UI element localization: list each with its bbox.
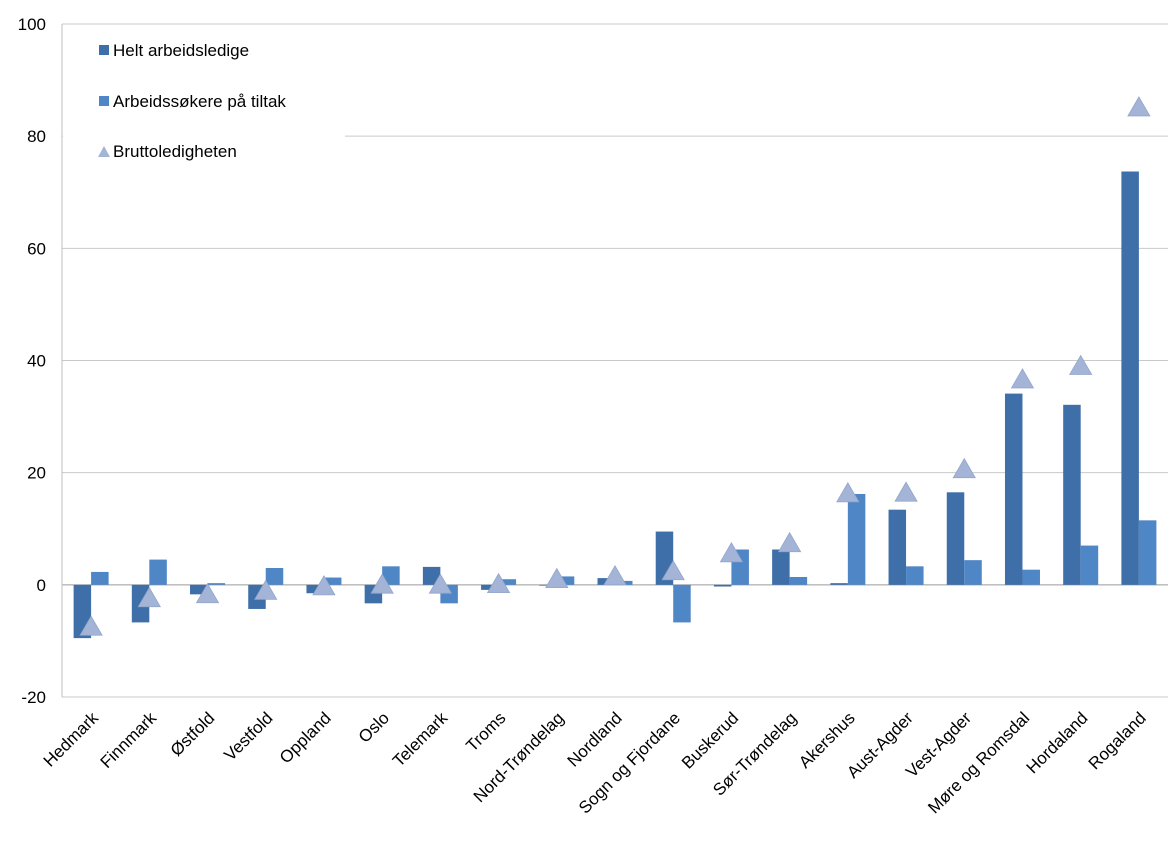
bar-arbeidssokere-pa-tiltak	[91, 571, 109, 585]
legend-background	[63, 25, 345, 185]
marker-bruttoledigheten	[719, 542, 744, 563]
legend-swatch	[99, 96, 109, 106]
legend-label: Helt arbeidsledige	[113, 41, 249, 60]
marker-bruttoledigheten	[545, 567, 569, 589]
legend: Helt arbeidsledige Arbeidssøkere på tilta…	[63, 25, 345, 185]
bar-arbeidssokere-pa-tiltak	[1080, 545, 1099, 585]
x-category-label: Møre og Romsdal	[924, 708, 1033, 817]
x-category-label: Sogn og Fjordane	[575, 708, 684, 817]
legend-label: Arbeidssøkere på tiltak	[113, 92, 286, 111]
bar-helt-arbeidsledige	[772, 549, 790, 585]
marker-bruttoledigheten	[428, 573, 453, 594]
bar-helt-arbeidsledige	[1121, 171, 1139, 585]
bar-arbeidssokere-pa-tiltak	[847, 493, 866, 585]
marker-bruttoledigheten	[1010, 368, 1035, 389]
x-category-label: Telemark	[389, 708, 452, 771]
legend-marker	[98, 146, 110, 157]
bar-arbeidssokere-pa-tiltak	[1138, 520, 1157, 585]
bars	[73, 171, 1157, 639]
x-category-label: Troms	[462, 708, 509, 755]
marker-bruttoledigheten	[836, 481, 860, 503]
bar-helt-arbeidsledige	[422, 566, 441, 585]
marker-bruttoledigheten	[195, 582, 220, 604]
bar-arbeidssokere-pa-tiltak	[964, 560, 982, 585]
legend-label: Bruttoledigheten	[113, 142, 237, 161]
marker-bruttoledigheten	[1068, 354, 1093, 375]
x-category-label: Oppland	[276, 708, 335, 767]
x-category-label: Finnmark	[97, 708, 161, 772]
bar-arbeidssokere-pa-tiltak	[149, 559, 167, 585]
marker-bruttoledigheten	[894, 481, 918, 502]
bar-arbeidssokere-pa-tiltak	[382, 566, 400, 585]
marker-bruttoledigheten	[952, 457, 976, 479]
bar-arbeidssokere-pa-tiltak	[498, 579, 517, 585]
bar-helt-arbeidsledige	[713, 584, 732, 587]
legend-swatch	[99, 45, 109, 55]
marker-bruttoledigheten	[486, 572, 511, 594]
bar-helt-arbeidsledige	[830, 583, 848, 585]
y-tick-label: 40	[27, 352, 46, 371]
marker-bruttoledigheten	[603, 565, 627, 586]
marker-bruttoledigheten	[137, 586, 162, 608]
y-tick-label: 0	[37, 576, 46, 595]
bar-helt-arbeidsledige	[1004, 393, 1023, 585]
marker-bruttoledigheten	[661, 559, 685, 581]
bar-helt-arbeidsledige	[481, 584, 499, 590]
x-category-label: Hedmark	[40, 708, 103, 771]
x-category-label: Østfold	[167, 708, 219, 760]
bar-arbeidssokere-pa-tiltak	[673, 584, 691, 623]
bar-helt-arbeidsledige	[306, 584, 324, 594]
bar-arbeidssokere-pa-tiltak	[906, 566, 924, 585]
bar-helt-arbeidsledige	[1063, 404, 1081, 585]
bar-arbeidssokere-pa-tiltak	[207, 583, 226, 585]
marker-bruttoledigheten	[777, 531, 802, 553]
bar-helt-arbeidsledige	[190, 584, 208, 595]
x-category-label: Rogaland	[1085, 708, 1150, 773]
bar-arbeidssokere-pa-tiltak	[323, 577, 342, 585]
y-tick-label: 80	[27, 127, 46, 146]
y-tick-label: 20	[27, 464, 46, 483]
x-category-label: Hordaland	[1023, 708, 1092, 777]
y-tick-label: 60	[27, 239, 46, 258]
bar-helt-arbeidsledige	[888, 509, 907, 585]
x-category-label: Vestfold	[220, 708, 276, 764]
y-tick-label: 100	[18, 15, 46, 34]
marker-bruttoledigheten	[254, 579, 278, 600]
bar-arbeidssokere-pa-tiltak	[1022, 569, 1040, 585]
marker-bruttoledigheten	[370, 573, 394, 594]
marker-bruttoledigheten	[79, 615, 103, 636]
markers	[79, 96, 1151, 636]
bar-arbeidssokere-pa-tiltak	[789, 576, 808, 585]
bar-helt-arbeidsledige	[946, 492, 965, 585]
marker-bruttoledigheten	[312, 575, 336, 596]
marker-bruttoledigheten	[1127, 96, 1151, 117]
bar-arbeidssokere-pa-tiltak	[556, 576, 575, 585]
x-category-label: Oslo	[355, 708, 393, 746]
y-tick-label: -20	[21, 688, 46, 707]
bar-arbeidssokere-pa-tiltak	[265, 568, 284, 585]
y-axis-ticks: -20 0 20 40 60 80 100	[18, 15, 46, 707]
